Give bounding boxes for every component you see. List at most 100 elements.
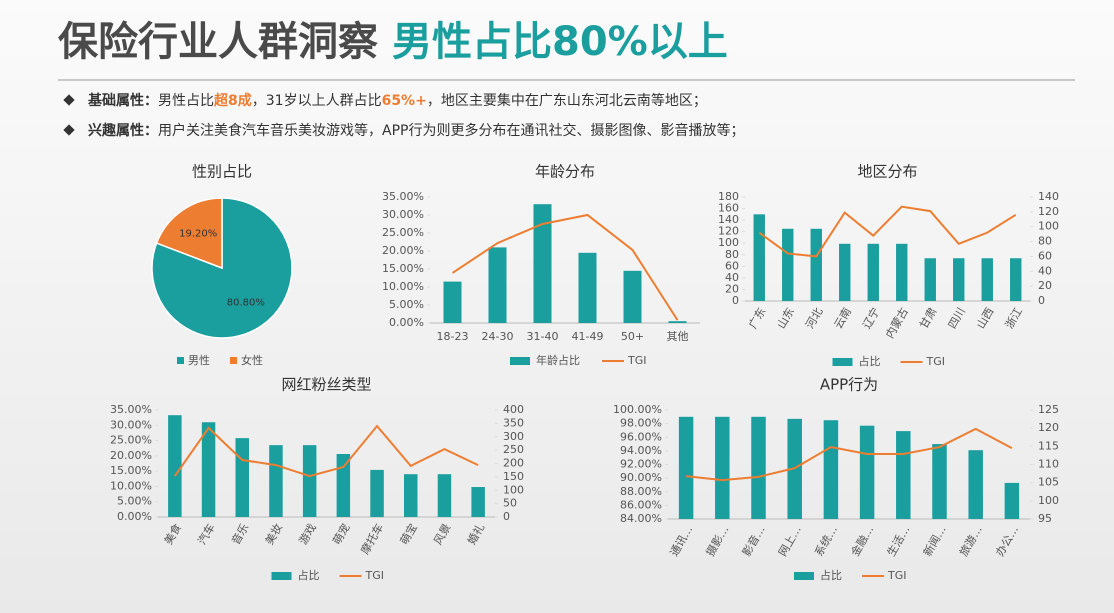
y-tick-label: 40 bbox=[1038, 264, 1052, 277]
line bbox=[685, 427, 1013, 482]
title-highlight: 男性占比80%以上 bbox=[392, 19, 728, 65]
chart-title: 性别占比 bbox=[192, 163, 252, 181]
bar bbox=[1004, 482, 1020, 519]
legend-label: TGI bbox=[365, 569, 385, 582]
bullet-segment: 用户关注美食汽车音乐美妆游戏等，APP行为则更多分布在通讯社交、摄影图像、影音播… bbox=[158, 122, 744, 139]
legend-label: 占比 bbox=[859, 354, 881, 368]
line bbox=[451, 213, 679, 321]
y-tick-label: 5.00% bbox=[117, 495, 152, 508]
bar bbox=[336, 454, 351, 517]
legend-label: 占比 bbox=[298, 568, 320, 582]
bar bbox=[924, 258, 936, 301]
y-tick-label: 15.00% bbox=[382, 262, 424, 275]
y-tick-label: 86.00% bbox=[620, 498, 662, 511]
bar bbox=[753, 214, 765, 301]
bar bbox=[1010, 258, 1022, 301]
legend-swatch bbox=[510, 357, 530, 365]
line bbox=[174, 424, 479, 478]
bar bbox=[823, 420, 839, 519]
bar bbox=[404, 474, 418, 517]
bar bbox=[471, 487, 485, 517]
bullet-emphasis: 65%+ bbox=[382, 93, 427, 109]
y-tick-label: 140 bbox=[718, 213, 739, 226]
bar bbox=[623, 270, 642, 323]
y-tick-label: 40 bbox=[725, 271, 739, 284]
legend-label: 占比 bbox=[820, 568, 842, 582]
y-tick-label: 96.00% bbox=[620, 430, 662, 443]
bullet-label: 基础属性： bbox=[88, 92, 158, 109]
legend-swatch bbox=[794, 572, 814, 580]
y-tick-label: 88.00% bbox=[620, 485, 662, 498]
legend-swatch bbox=[832, 358, 853, 366]
y-tick-label: 60 bbox=[725, 259, 739, 272]
legend-label: 女性 bbox=[241, 353, 263, 367]
y-tick-label: 20.00% bbox=[382, 244, 424, 257]
y-tick-label: 0 bbox=[503, 510, 510, 523]
y-tick-label: 300 bbox=[503, 430, 524, 443]
y-tick-label: 105 bbox=[1038, 476, 1059, 489]
pie-label: 19.20% bbox=[179, 228, 217, 239]
legend-label: TGI bbox=[926, 355, 946, 368]
y-tick-label: 25.00% bbox=[382, 226, 424, 239]
bar bbox=[932, 444, 947, 519]
y-tick-label: 150 bbox=[503, 470, 524, 483]
y-tick-label: 94.00% bbox=[620, 444, 662, 457]
y-tick-label: 110 bbox=[1038, 458, 1059, 471]
y-tick-label: 50 bbox=[503, 497, 517, 510]
bar bbox=[578, 252, 597, 323]
y-tick-label: 200 bbox=[503, 457, 524, 470]
y-tick-label: 120 bbox=[718, 225, 739, 238]
y-tick-label: 0.00% bbox=[389, 316, 424, 329]
x-tick-label: 18-23 bbox=[437, 330, 469, 343]
bar bbox=[443, 281, 462, 323]
chart-title: 网红粉丝类型 bbox=[281, 376, 371, 394]
y-tick-label: 125 bbox=[1038, 403, 1059, 416]
x-tick-label: 50+ bbox=[621, 330, 644, 343]
legend-swatch bbox=[230, 357, 237, 364]
y-tick-label: 100 bbox=[503, 483, 524, 496]
y-tick-label: 10.00% bbox=[110, 479, 152, 492]
bullet-segment: ，地区主要集中在广东山东河北云南等地区； bbox=[427, 92, 707, 109]
chart-title: 年龄分布 bbox=[535, 163, 595, 181]
bar bbox=[201, 422, 216, 517]
y-tick-label: 100 bbox=[718, 236, 739, 249]
y-tick-label: 100 bbox=[1038, 220, 1059, 233]
y-tick-label: 90.00% bbox=[620, 471, 662, 484]
y-tick-label: 400 bbox=[503, 403, 524, 416]
y-tick-label: 350 bbox=[503, 416, 524, 429]
legend-label: TGI bbox=[887, 569, 907, 582]
y-tick-label: 0.00% bbox=[117, 510, 152, 523]
pie-slice bbox=[155, 197, 223, 270]
legend-label: TGI bbox=[627, 354, 647, 367]
y-tick-label: 35.00% bbox=[110, 403, 152, 416]
bullet-text: 兴趣属性：用户关注美食汽车音乐美妆游戏等，APP行为则更多分布在通讯社交、摄影图… bbox=[88, 122, 744, 139]
y-tick-label: 35.00% bbox=[382, 190, 424, 203]
chart-title: APP行为 bbox=[820, 376, 878, 394]
pie-label: 80.80% bbox=[227, 298, 265, 309]
y-tick-label: 80 bbox=[725, 248, 739, 261]
bar bbox=[235, 438, 249, 517]
x-tick-label: 其他 bbox=[667, 330, 689, 343]
y-tick-label: 95 bbox=[1038, 512, 1052, 525]
y-tick-label: 20 bbox=[1038, 279, 1052, 292]
y-tick-label: 92.00% bbox=[620, 458, 662, 471]
line bbox=[758, 205, 1017, 258]
page-title: 保险行业人群洞察 男性占比80%以上 bbox=[58, 19, 728, 65]
y-tick-label: 115 bbox=[1038, 439, 1059, 452]
bullet-segment: ，31岁以上人群占比 bbox=[252, 93, 382, 109]
y-tick-label: 140 bbox=[1038, 190, 1059, 203]
bar bbox=[269, 445, 283, 517]
legend-label: 男性 bbox=[188, 353, 210, 367]
bar bbox=[867, 243, 879, 301]
legend-swatch bbox=[271, 572, 292, 580]
y-tick-label: 160 bbox=[718, 202, 739, 215]
bullet-segment: 男性占比 bbox=[158, 93, 214, 109]
bar bbox=[668, 321, 687, 323]
bar bbox=[839, 243, 851, 301]
y-tick-label: 60 bbox=[1038, 249, 1052, 262]
bar bbox=[896, 243, 908, 301]
x-tick-label: 41-49 bbox=[572, 330, 604, 343]
y-tick-label: 10.00% bbox=[382, 280, 424, 293]
y-tick-label: 15.00% bbox=[110, 464, 152, 477]
x-tick-label: 24-30 bbox=[482, 330, 514, 343]
